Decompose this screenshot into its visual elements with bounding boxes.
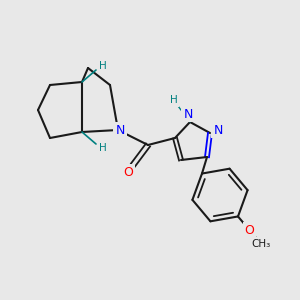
Text: O: O — [244, 224, 254, 237]
Text: N: N — [213, 124, 223, 136]
Text: H: H — [99, 143, 107, 153]
Text: O: O — [123, 166, 133, 178]
Text: N: N — [183, 107, 193, 121]
Text: N: N — [115, 124, 125, 136]
Text: CH₃: CH₃ — [251, 239, 271, 249]
Text: H: H — [170, 95, 178, 105]
Text: H: H — [99, 61, 107, 71]
